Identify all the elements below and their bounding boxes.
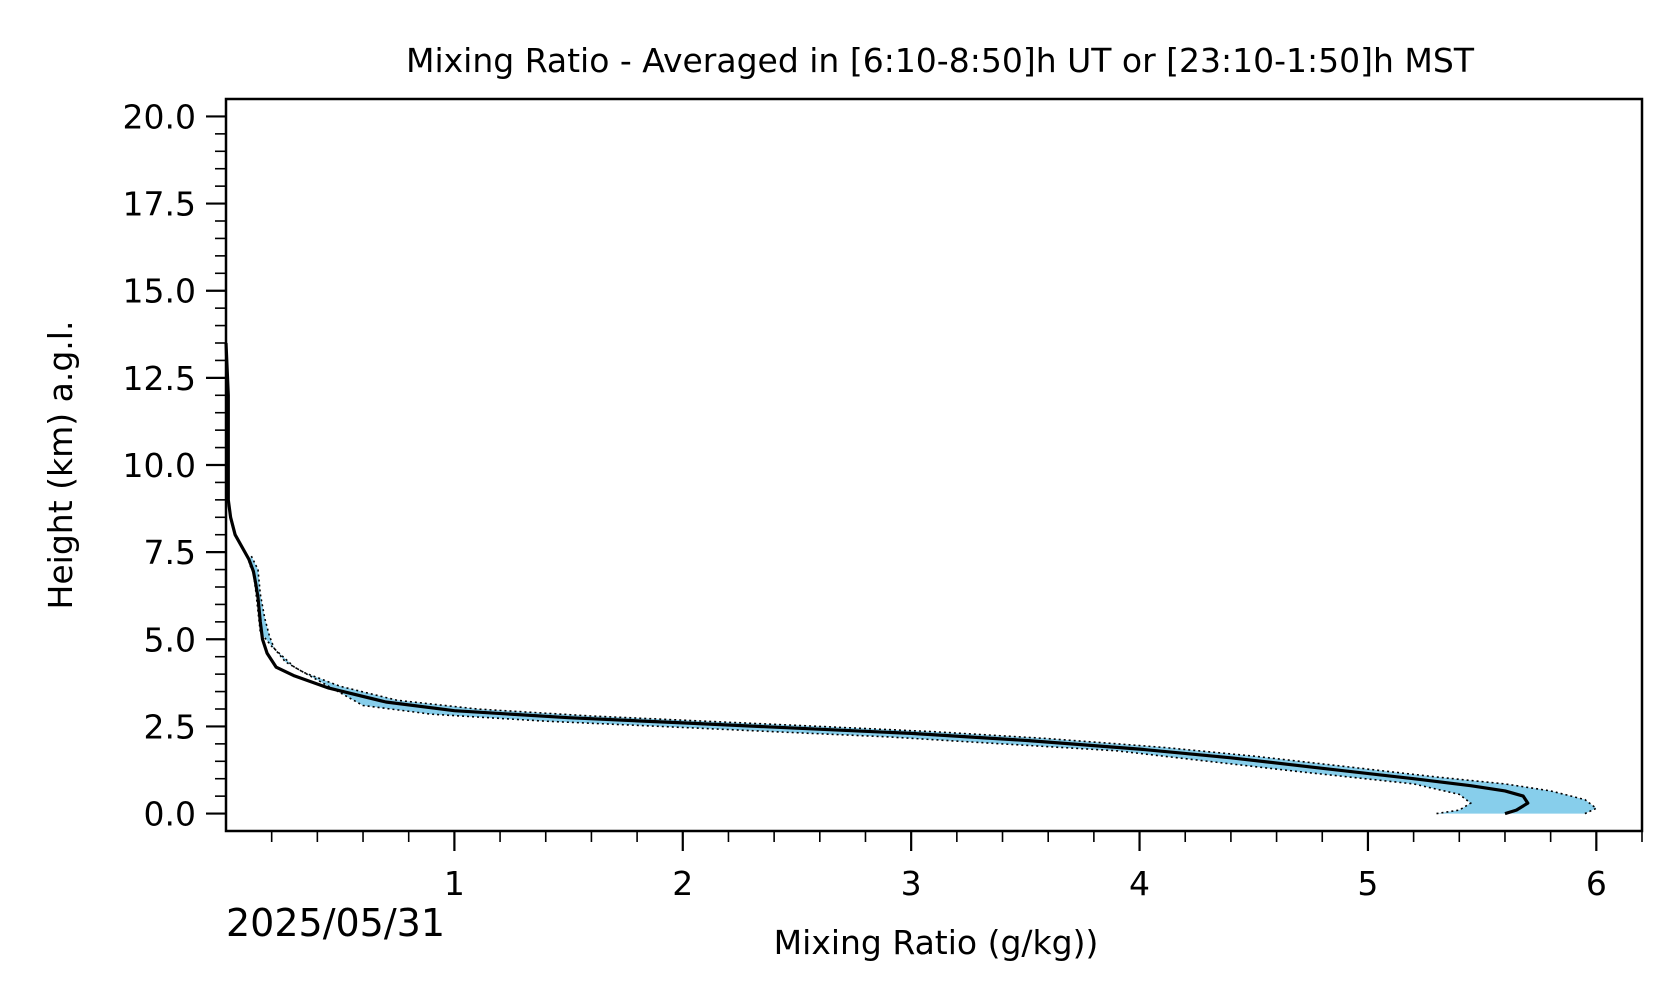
date-label: 2025/05/31: [226, 901, 445, 945]
uncertainty-band: [248, 555, 1597, 814]
x-axis: 1 2 3 4 5 6: [270, 831, 1643, 903]
upper-bound-line: [250, 555, 1598, 815]
y-tick-label: 15.0: [123, 272, 196, 311]
y-axis-label: Height (km) a.g.l.: [41, 321, 80, 610]
y-axis: 0.0 2.5 5.0 7.5 10.0 12.5 15.0 17.5 20.0: [123, 97, 226, 834]
mean-profile: [224, 342, 1530, 816]
x-tick-label: 4: [1129, 864, 1150, 903]
uncertainty-bounds: [248, 555, 1598, 815]
band-fill: [248, 555, 1597, 814]
x-tick-label: 3: [901, 864, 922, 903]
x-tick-label: 6: [1586, 864, 1607, 903]
y-tick-label: 5.0: [144, 620, 196, 659]
y-tick-label: 10.0: [123, 446, 196, 485]
x-tick-label: 5: [1357, 864, 1378, 903]
chart-title: Mixing Ratio - Averaged in [6:10-8:50]h …: [406, 41, 1475, 80]
x-axis-label: Mixing Ratio (g/kg)): [774, 923, 1099, 962]
y-tick-label: 2.5: [144, 707, 196, 746]
y-tick-label: 7.5: [144, 533, 196, 572]
y-tick-label: 12.5: [123, 359, 196, 398]
lower-bound-line: [248, 562, 1473, 815]
y-tick-label: 20.0: [123, 97, 196, 136]
x-tick-label: 1: [444, 864, 465, 903]
x-tick-label: 2: [672, 864, 693, 903]
y-tick-label: 17.5: [123, 185, 196, 224]
y-tick-label: 0.0: [144, 795, 196, 834]
plot-area-frame: [224, 97, 1644, 833]
mean-line: [224, 342, 1530, 816]
